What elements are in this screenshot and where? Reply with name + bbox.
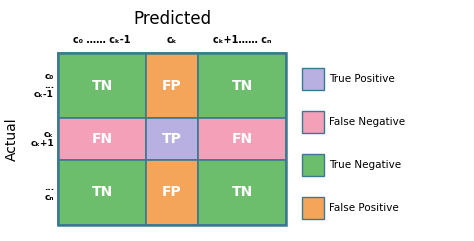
- Text: cₖ: cₖ: [167, 35, 177, 45]
- Text: cₖ-1: cₖ-1: [34, 90, 54, 99]
- Bar: [146, 160, 198, 225]
- Text: cₖ+1…… cₙ: cₖ+1…… cₙ: [213, 35, 271, 45]
- Text: False Negative: False Negative: [329, 117, 405, 127]
- Text: ...: ...: [44, 183, 54, 193]
- Bar: [302, 111, 324, 133]
- Bar: [146, 53, 198, 118]
- Text: FN: FN: [231, 132, 253, 146]
- Text: c₀ …… cₖ-1: c₀ …… cₖ-1: [73, 35, 131, 45]
- Text: TN: TN: [231, 186, 253, 200]
- Bar: [198, 118, 286, 160]
- Text: cₖ: cₖ: [44, 130, 54, 139]
- Bar: [146, 118, 198, 160]
- Bar: [58, 160, 146, 225]
- Text: TN: TN: [91, 79, 113, 93]
- Text: False Positive: False Positive: [329, 203, 399, 213]
- Text: Actual: Actual: [5, 117, 19, 161]
- Bar: [58, 53, 146, 118]
- Bar: [302, 68, 324, 90]
- Bar: [58, 118, 146, 160]
- Text: TP: TP: [162, 132, 182, 146]
- Bar: [198, 53, 286, 118]
- Bar: [198, 160, 286, 225]
- Text: True Positive: True Positive: [329, 74, 395, 84]
- Text: FP: FP: [162, 79, 182, 93]
- Text: c₀: c₀: [45, 72, 54, 81]
- Text: FN: FN: [91, 132, 112, 146]
- Text: TN: TN: [231, 79, 253, 93]
- Text: True Negative: True Negative: [329, 160, 401, 170]
- Text: TN: TN: [91, 186, 113, 200]
- Bar: [302, 197, 324, 219]
- Text: cₖ+1: cₖ+1: [30, 139, 54, 148]
- Text: ...: ...: [44, 81, 54, 90]
- Text: cₙ: cₙ: [45, 193, 54, 201]
- Text: Predicted: Predicted: [133, 10, 211, 28]
- Bar: [58, 53, 286, 225]
- Text: FP: FP: [162, 186, 182, 200]
- Bar: [302, 154, 324, 176]
